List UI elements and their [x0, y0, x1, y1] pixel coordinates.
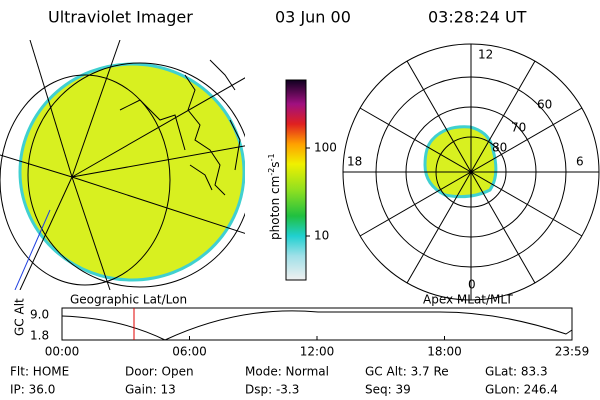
alt-y-label: 9.0: [30, 308, 49, 322]
instrument: Ultraviolet Imager: [48, 8, 193, 27]
panel-label: Apex MLat/MLT: [423, 293, 513, 307]
mlt-label: 12: [478, 48, 493, 62]
footer: Flt: HOME Door: Open Mode: Normal GC Alt: 3…: [10, 365, 558, 397]
footer-field: Mode: Normal: [245, 365, 329, 379]
colorbar-label: photon cm-2s-1: [267, 153, 282, 240]
footer-field: Flt: HOME: [10, 365, 69, 379]
footer-field: Seq: 39: [365, 383, 411, 397]
geographic-image: [0, 40, 245, 290]
lat-label: 70: [511, 121, 526, 135]
alt-x-label: 12:00: [300, 345, 335, 359]
colorbar-tick: 100: [314, 141, 337, 155]
footer-field: Gain: 13: [125, 383, 176, 397]
colorbar: [285, 79, 307, 281]
mlt-label: 0: [468, 278, 476, 292]
alt-y-label: 1.8: [30, 329, 49, 343]
alt-label: GC Alt: [13, 298, 27, 336]
lat-label: 80: [492, 141, 507, 155]
alt-x-label: 06:00: [172, 345, 207, 359]
polar-plot: 12 18 6 0 60 70 80: [342, 43, 600, 301]
panel-label: Geographic Lat/Lon: [70, 293, 187, 307]
footer-field: Door: Open: [125, 365, 194, 379]
footer-field: GLat: 83.3: [485, 365, 548, 379]
alt-x-label: 18:00: [427, 345, 462, 359]
mlt-label: 18: [347, 155, 362, 169]
date: 03 Jun 00: [275, 8, 351, 27]
time: 03:28:24 UT: [428, 8, 527, 27]
altitude-plot: GC Alt 9.0 1.8 00:00 06:00 12:00 18:00 23:59: [13, 298, 590, 359]
colorbar-tick: 10: [314, 229, 329, 243]
footer-field: Dsp: -3.3: [245, 383, 299, 397]
footer-field: GLon: 246.4: [485, 383, 558, 397]
footer-field: GC Alt: 3.7 Re: [365, 365, 449, 379]
header: Ultraviolet Imager 03 Jun 00 03:28:24 UT: [48, 8, 527, 27]
alt-x-label: 23:59: [555, 345, 590, 359]
mlt-label: 6: [576, 155, 584, 169]
lat-label: 60: [537, 98, 552, 112]
footer-field: IP: 36.0: [10, 383, 55, 397]
alt-x-label: 00:00: [45, 345, 80, 359]
